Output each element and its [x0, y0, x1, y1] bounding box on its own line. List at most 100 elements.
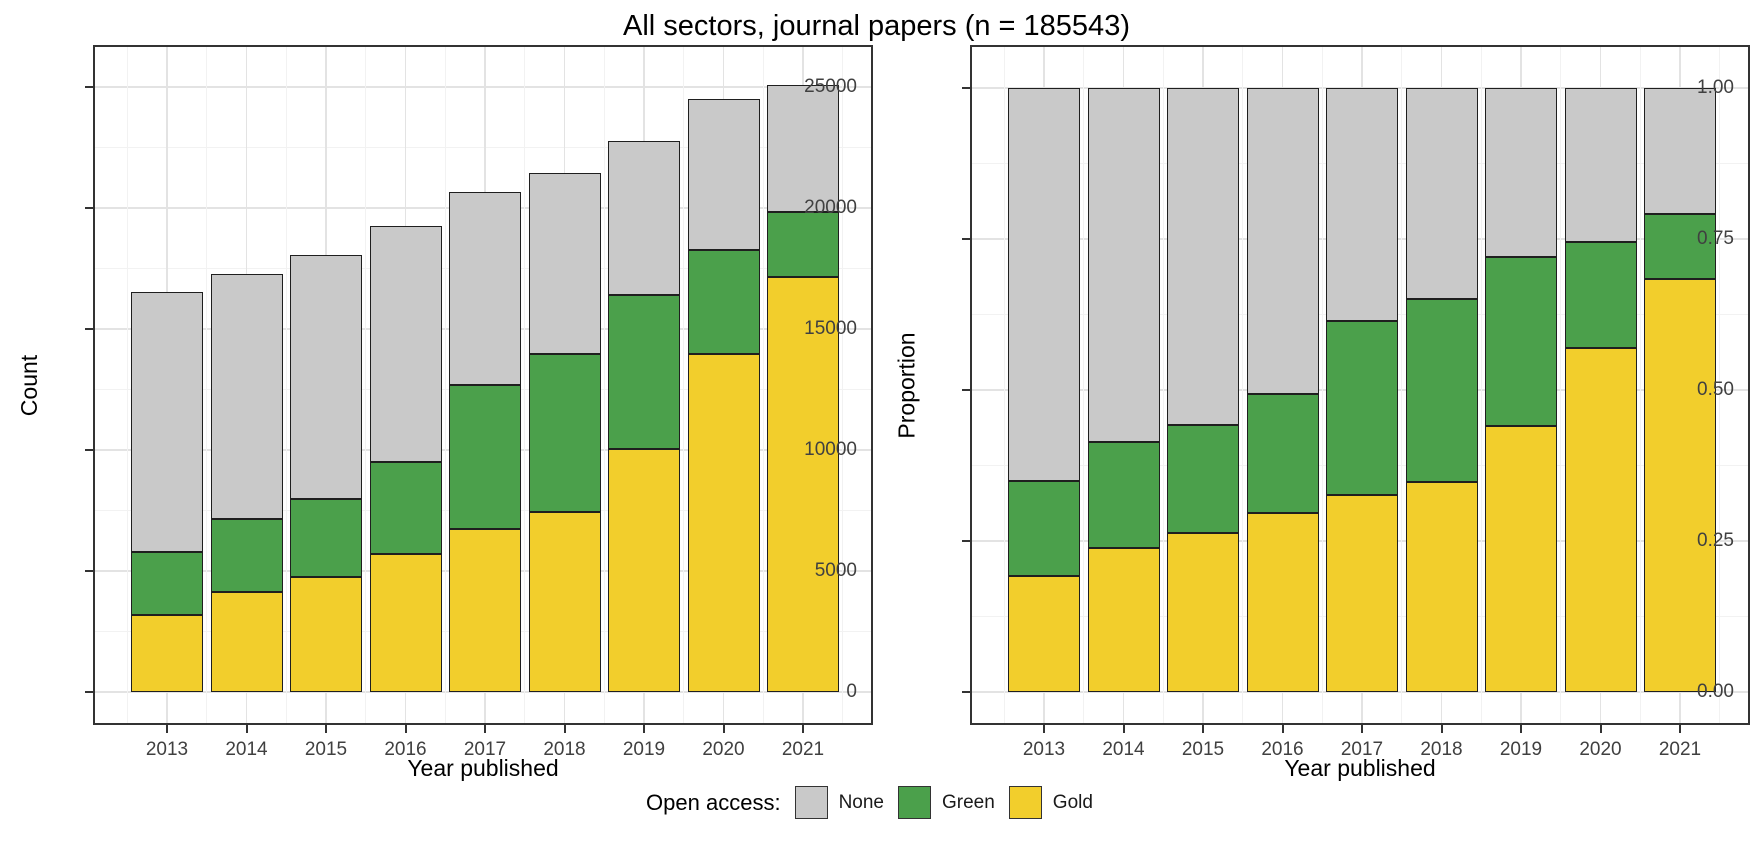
gridline-minor-y [95, 147, 871, 148]
x-tick-mark [1281, 725, 1284, 733]
x-tick-mark [1520, 725, 1522, 733]
bar-segment-2017-green [1326, 321, 1398, 496]
proportion-chart-panel: Proportion Year published 0.00 0.25 0.50 0.… [894, 45, 1750, 781]
bar-segment-2013-gold [1008, 576, 1080, 692]
y-tick-label-25000: 25000 [804, 76, 857, 97]
bar-segment-2020-none [1564, 88, 1637, 243]
year-axis-title-left: Year published [407, 755, 559, 781]
x-tick-mark [1122, 725, 1125, 733]
x-tick-label-2016: 2016 [1261, 739, 1304, 760]
x-tick-label-2020: 2020 [1579, 739, 1622, 760]
bar-segment-2019-green [608, 295, 680, 450]
bar-segment-2015-gold [290, 577, 362, 692]
bar-segment-2016-green [1246, 394, 1319, 514]
y-tick-label-0.75: 0.75 [1697, 228, 1734, 249]
bar-segment-2020-green [687, 250, 760, 354]
bar-segment-2015-none [290, 254, 362, 499]
gridline-minor-x [683, 47, 685, 723]
y-tick-mark [85, 328, 93, 330]
y-tick-label-0: 0 [846, 681, 857, 702]
x-tick-label-2015: 2015 [1181, 739, 1225, 760]
bar-segment-2017-none [449, 192, 521, 385]
gridline-minor-x [1162, 47, 1164, 723]
x-tick-mark [1361, 725, 1363, 733]
bar-segment-2018-gold [1405, 482, 1478, 692]
gridline-minor-x [1401, 47, 1403, 723]
legend-item-none: None [794, 786, 884, 819]
bar-segment-2021-green [1644, 214, 1716, 279]
bar-segment-2019-gold [1485, 425, 1557, 692]
bar-segment-2014-gold [1087, 547, 1160, 692]
x-tick-mark [1599, 725, 1602, 733]
bar-segment-2018-gold [528, 511, 601, 692]
x-tick-mark [166, 725, 168, 733]
x-tick-label-2016: 2016 [384, 739, 427, 760]
x-tick-label-2017: 2017 [1340, 739, 1384, 760]
bar-segment-2016-none [369, 225, 442, 463]
y-tick-label-0.50: 0.50 [1697, 379, 1734, 400]
legend-title: Open access: [646, 789, 781, 815]
bar-segment-2021-gold [1644, 278, 1716, 692]
bar-segment-2015-green [1167, 425, 1239, 534]
gridline-minor-x [206, 47, 208, 723]
bar-segment-2016-gold [1246, 513, 1319, 692]
x-tick-mark [1043, 725, 1045, 733]
y-tick-mark [962, 87, 970, 89]
bar-segment-2018-none [1405, 88, 1478, 299]
gridline-minor-x [1321, 47, 1323, 723]
bar-segment-2018-green [528, 353, 601, 512]
x-tick-mark [802, 725, 804, 733]
y-tick-mark [85, 691, 93, 693]
y-tick-mark [962, 238, 970, 240]
x-tick-mark [563, 725, 566, 733]
gridline-minor-x [444, 47, 446, 723]
bar-segment-2018-green [1405, 298, 1478, 483]
count-axis-title-text: Count [16, 354, 43, 416]
x-tick-label-2021: 2021 [781, 739, 825, 760]
gridline-minor-x [285, 47, 287, 723]
bar-segment-2014-none [210, 274, 283, 519]
bar-segment-2014-gold [210, 592, 283, 692]
bar-segment-2013-gold [131, 615, 203, 692]
bar-segment-2021-none [767, 85, 839, 212]
legend-label-gold: Gold [1052, 791, 1093, 813]
bar-segment-2021-gold [767, 276, 839, 692]
gridline-major-y [972, 691, 1748, 693]
gridline-minor-x [1242, 47, 1244, 723]
bar-segment-2019-none [1485, 88, 1557, 258]
x-tick-label-2019: 2019 [622, 739, 666, 760]
gridline-minor-x [1639, 47, 1641, 723]
y-tick-mark [85, 570, 93, 572]
legend-swatch-gold [1008, 786, 1042, 819]
y-tick-label-20000: 20000 [804, 197, 857, 218]
legend-item-green: Green [897, 786, 995, 819]
x-tick-mark [404, 725, 407, 733]
bar-segment-2016-green [369, 462, 442, 555]
gridline-major-y [95, 86, 871, 88]
bar-segment-2013-green [1008, 480, 1080, 577]
legend-label-green: Green [941, 791, 995, 813]
gridline-minor-x [1719, 47, 1721, 723]
x-tick-mark [722, 725, 725, 733]
year-axis-title-right: Year published [1284, 755, 1436, 781]
x-tick-label-2014: 2014 [225, 739, 268, 760]
y-tick-label-5000: 5000 [814, 560, 857, 581]
x-tick-mark [1202, 725, 1204, 733]
bar-segment-2014-none [1087, 88, 1160, 442]
legend-label-none: None [838, 791, 884, 813]
bar-segment-2019-green [1485, 257, 1557, 426]
proportion-axis-title: Proportion [886, 47, 928, 723]
x-tick-label-2020: 2020 [702, 739, 745, 760]
x-tick-label-2015: 2015 [304, 739, 348, 760]
bar-segment-2018-none [528, 172, 601, 354]
y-tick-label-10000: 10000 [804, 439, 857, 460]
bar-segment-2017-none [1326, 88, 1398, 322]
y-tick-mark [962, 691, 970, 693]
gridline-minor-x [1480, 47, 1482, 723]
bar-segment-2016-gold [369, 554, 442, 692]
gridline-minor-x [762, 47, 764, 723]
count-axis-title: Count [9, 47, 51, 723]
y-tick-label-0.00: 0.00 [1697, 681, 1734, 702]
x-tick-label-2014: 2014 [1102, 739, 1145, 760]
